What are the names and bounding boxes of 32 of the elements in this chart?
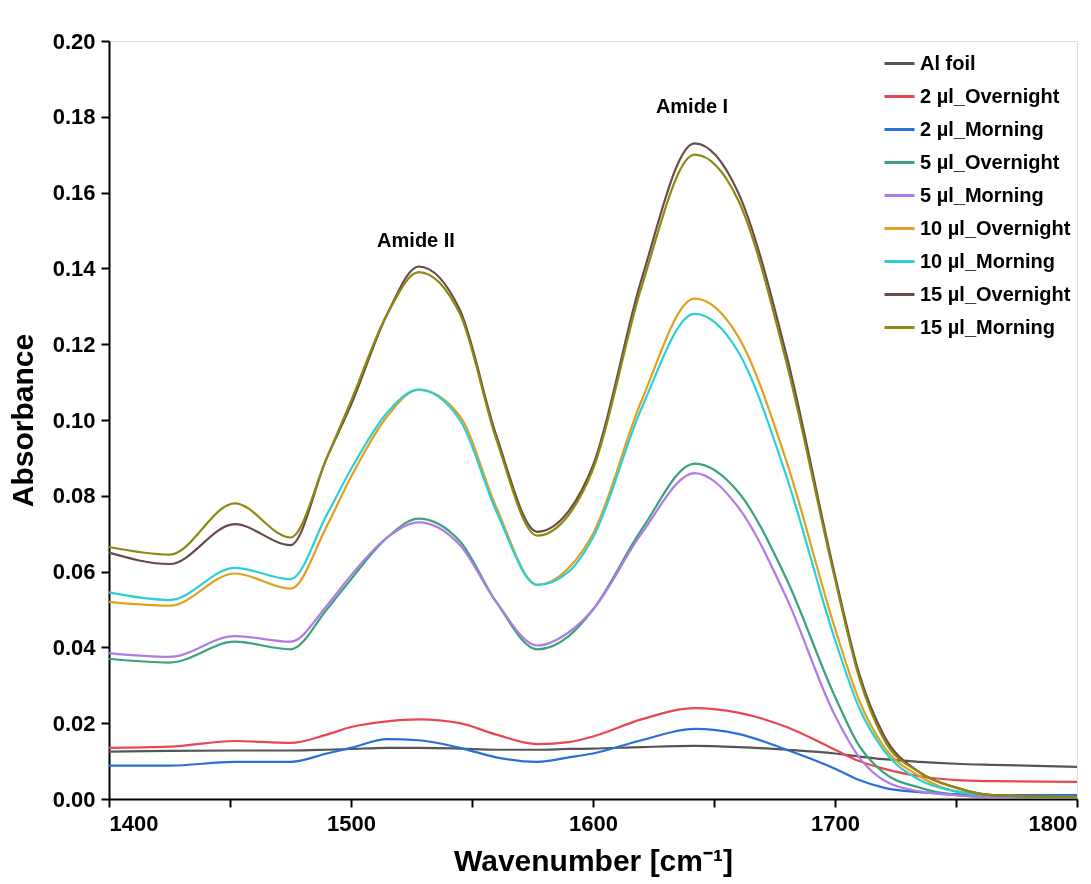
- y-tick-label: 0.20: [52, 28, 96, 54]
- legend-label: 10 µl_Morning: [920, 249, 1055, 272]
- line-series: [107, 706, 1079, 784]
- legend-label: 5 µl_Overnight: [920, 150, 1060, 173]
- legend-label: 2 µl_Overnight: [920, 84, 1060, 107]
- x-tick-label: 1600: [569, 810, 618, 836]
- y-tick-label: 0.02: [52, 710, 96, 736]
- x-tick-label: 1500: [327, 810, 376, 836]
- legend-label: 15 µl_Overnight: [920, 282, 1071, 305]
- y-tick-label: 0.14: [52, 255, 97, 281]
- y-tick-label: 0.08: [52, 483, 96, 509]
- legend-label: 5 µl_Morning: [920, 183, 1044, 206]
- y-tick-label: 0.04: [52, 634, 97, 660]
- y-tick-label: 0.00: [52, 786, 96, 812]
- legend-label: 2 µl_Morning: [920, 117, 1044, 140]
- y-tick-label: 0.18: [52, 104, 96, 130]
- line-series: [107, 744, 1079, 768]
- line-series: [107, 727, 1079, 797]
- x-tick-label: 1800: [1028, 810, 1078, 836]
- annotation: Amide I: [655, 95, 729, 117]
- y-tick-label: 0.12: [52, 331, 96, 357]
- x-tick-label: 1700: [811, 810, 860, 836]
- x-tick-label: 1400: [109, 810, 159, 836]
- x-axis-title: Wavenumber [cm⁻¹]: [454, 843, 733, 877]
- y-tick-label: 0.10: [52, 407, 96, 433]
- legend-label: 10 µl_Overnight: [920, 216, 1071, 239]
- y-tick-label: 0.06: [52, 559, 96, 585]
- legend-label: Al foil: [920, 51, 976, 74]
- y-axis-title: Absorbance: [5, 333, 39, 508]
- legend-label: 15 µl_Morning: [920, 315, 1055, 338]
- y-tick-label: 0.16: [52, 180, 96, 206]
- annotation: Amide II: [377, 229, 455, 251]
